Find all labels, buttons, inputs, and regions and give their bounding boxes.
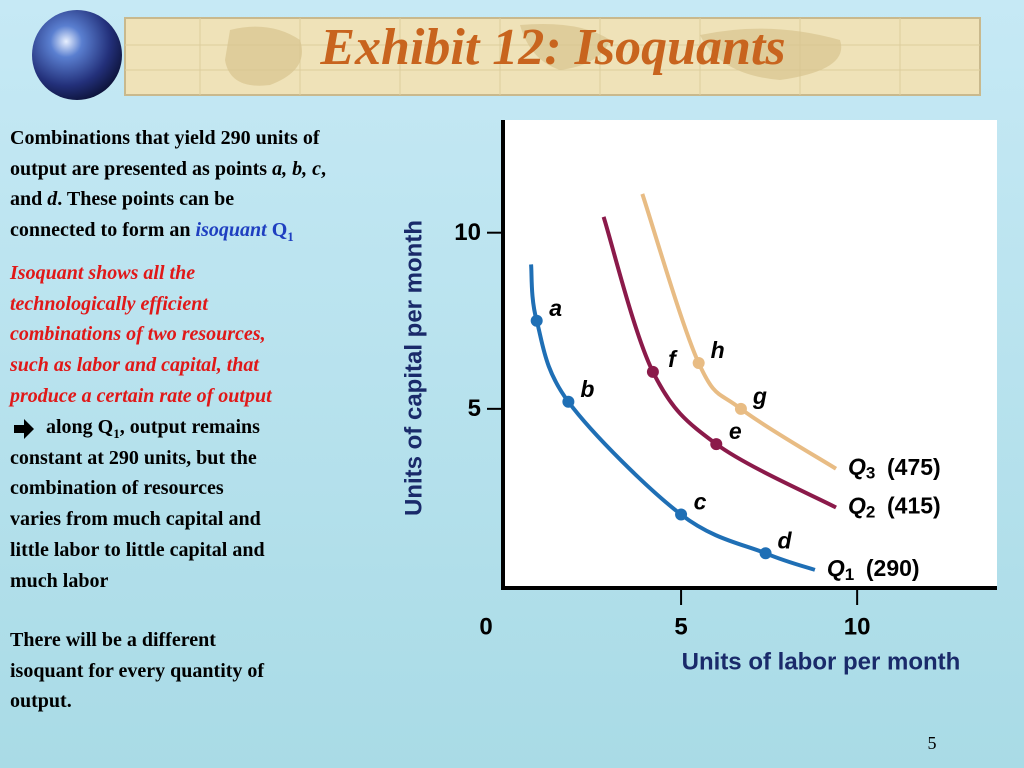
isoquant-line (601, 216, 837, 510)
text: connected to form an (10, 219, 196, 242)
text: , (320, 157, 326, 180)
series-label: Q1 (827, 555, 854, 584)
definition-text: Isoquant shows all the technologically e… (10, 258, 272, 412)
series-output-label: (475) (887, 454, 941, 480)
isoquant-line (640, 193, 838, 471)
text: a, b, c (272, 157, 321, 180)
arrow-icon (14, 419, 34, 439)
point (734, 402, 747, 415)
x-tick-label: 0 (479, 613, 492, 640)
text: , output remains (119, 416, 260, 438)
slide-title: Exhibit 12: Isoquants (319, 19, 785, 76)
text: such as labor and capital, that (10, 354, 259, 377)
point (692, 357, 705, 370)
text: varies from much capital and (10, 508, 261, 531)
intro-text: Combinations that yield 290 units of out… (10, 123, 326, 246)
along-text: along Q1, output remains constant at 290… (10, 412, 265, 596)
text: Combinations that yield 290 units of (10, 127, 320, 149)
text: technologically efficient (10, 292, 208, 315)
text: There will be a different (10, 629, 216, 651)
series-label: Q2 (848, 493, 875, 522)
page-number: 5 (928, 733, 937, 753)
series-label: Q3 (848, 454, 875, 483)
point-label: g (752, 383, 767, 409)
text: and (10, 188, 48, 211)
y-axis-label: Units of capital per month (400, 220, 427, 516)
text: output are presented as points (10, 157, 273, 180)
text: produce a certain rate of output (10, 384, 272, 407)
point (530, 314, 543, 327)
text: much labor (10, 569, 109, 592)
text: . These points can be (57, 188, 235, 211)
point-label: d (778, 527, 793, 553)
text: combinations of two resources, (10, 323, 266, 346)
point-label: b (580, 376, 594, 402)
banner-map (225, 24, 842, 86)
text: along Q (46, 416, 114, 438)
point-label: c (694, 489, 707, 515)
x-tick-label: 10 (844, 613, 871, 640)
point-label: a (549, 295, 562, 321)
point (675, 508, 688, 521)
text: Isoquant shows all the (10, 262, 196, 284)
text: d (47, 188, 58, 211)
point-label: f (668, 346, 678, 372)
series-output-label: (415) (887, 493, 941, 519)
point-label: e (729, 418, 742, 444)
text: little labor to little capital and (10, 538, 265, 561)
point (646, 365, 659, 378)
text: Q (266, 219, 288, 242)
closing-text: There will be a different isoquant for e… (10, 625, 264, 717)
y-tick-label: 5 (468, 395, 481, 422)
point (710, 438, 723, 451)
text: isoquant (195, 219, 267, 242)
x-axis-label: Units of labor per month (682, 648, 961, 675)
series-output-label: (290) (866, 555, 920, 581)
text: output. (10, 690, 72, 713)
point-label: h (711, 337, 725, 363)
point (759, 547, 772, 560)
y-tick-label: 10 (454, 219, 481, 246)
text: 1 (113, 426, 120, 441)
text: combination of resources (10, 477, 224, 500)
x-tick-label: 5 (674, 613, 687, 640)
text: constant at 290 units, but the (10, 446, 257, 469)
plot-area (505, 120, 997, 590)
globe-icon (32, 10, 122, 100)
text: isoquant for every quantity of (10, 659, 265, 682)
point (562, 395, 575, 408)
text: 1 (287, 229, 294, 245)
